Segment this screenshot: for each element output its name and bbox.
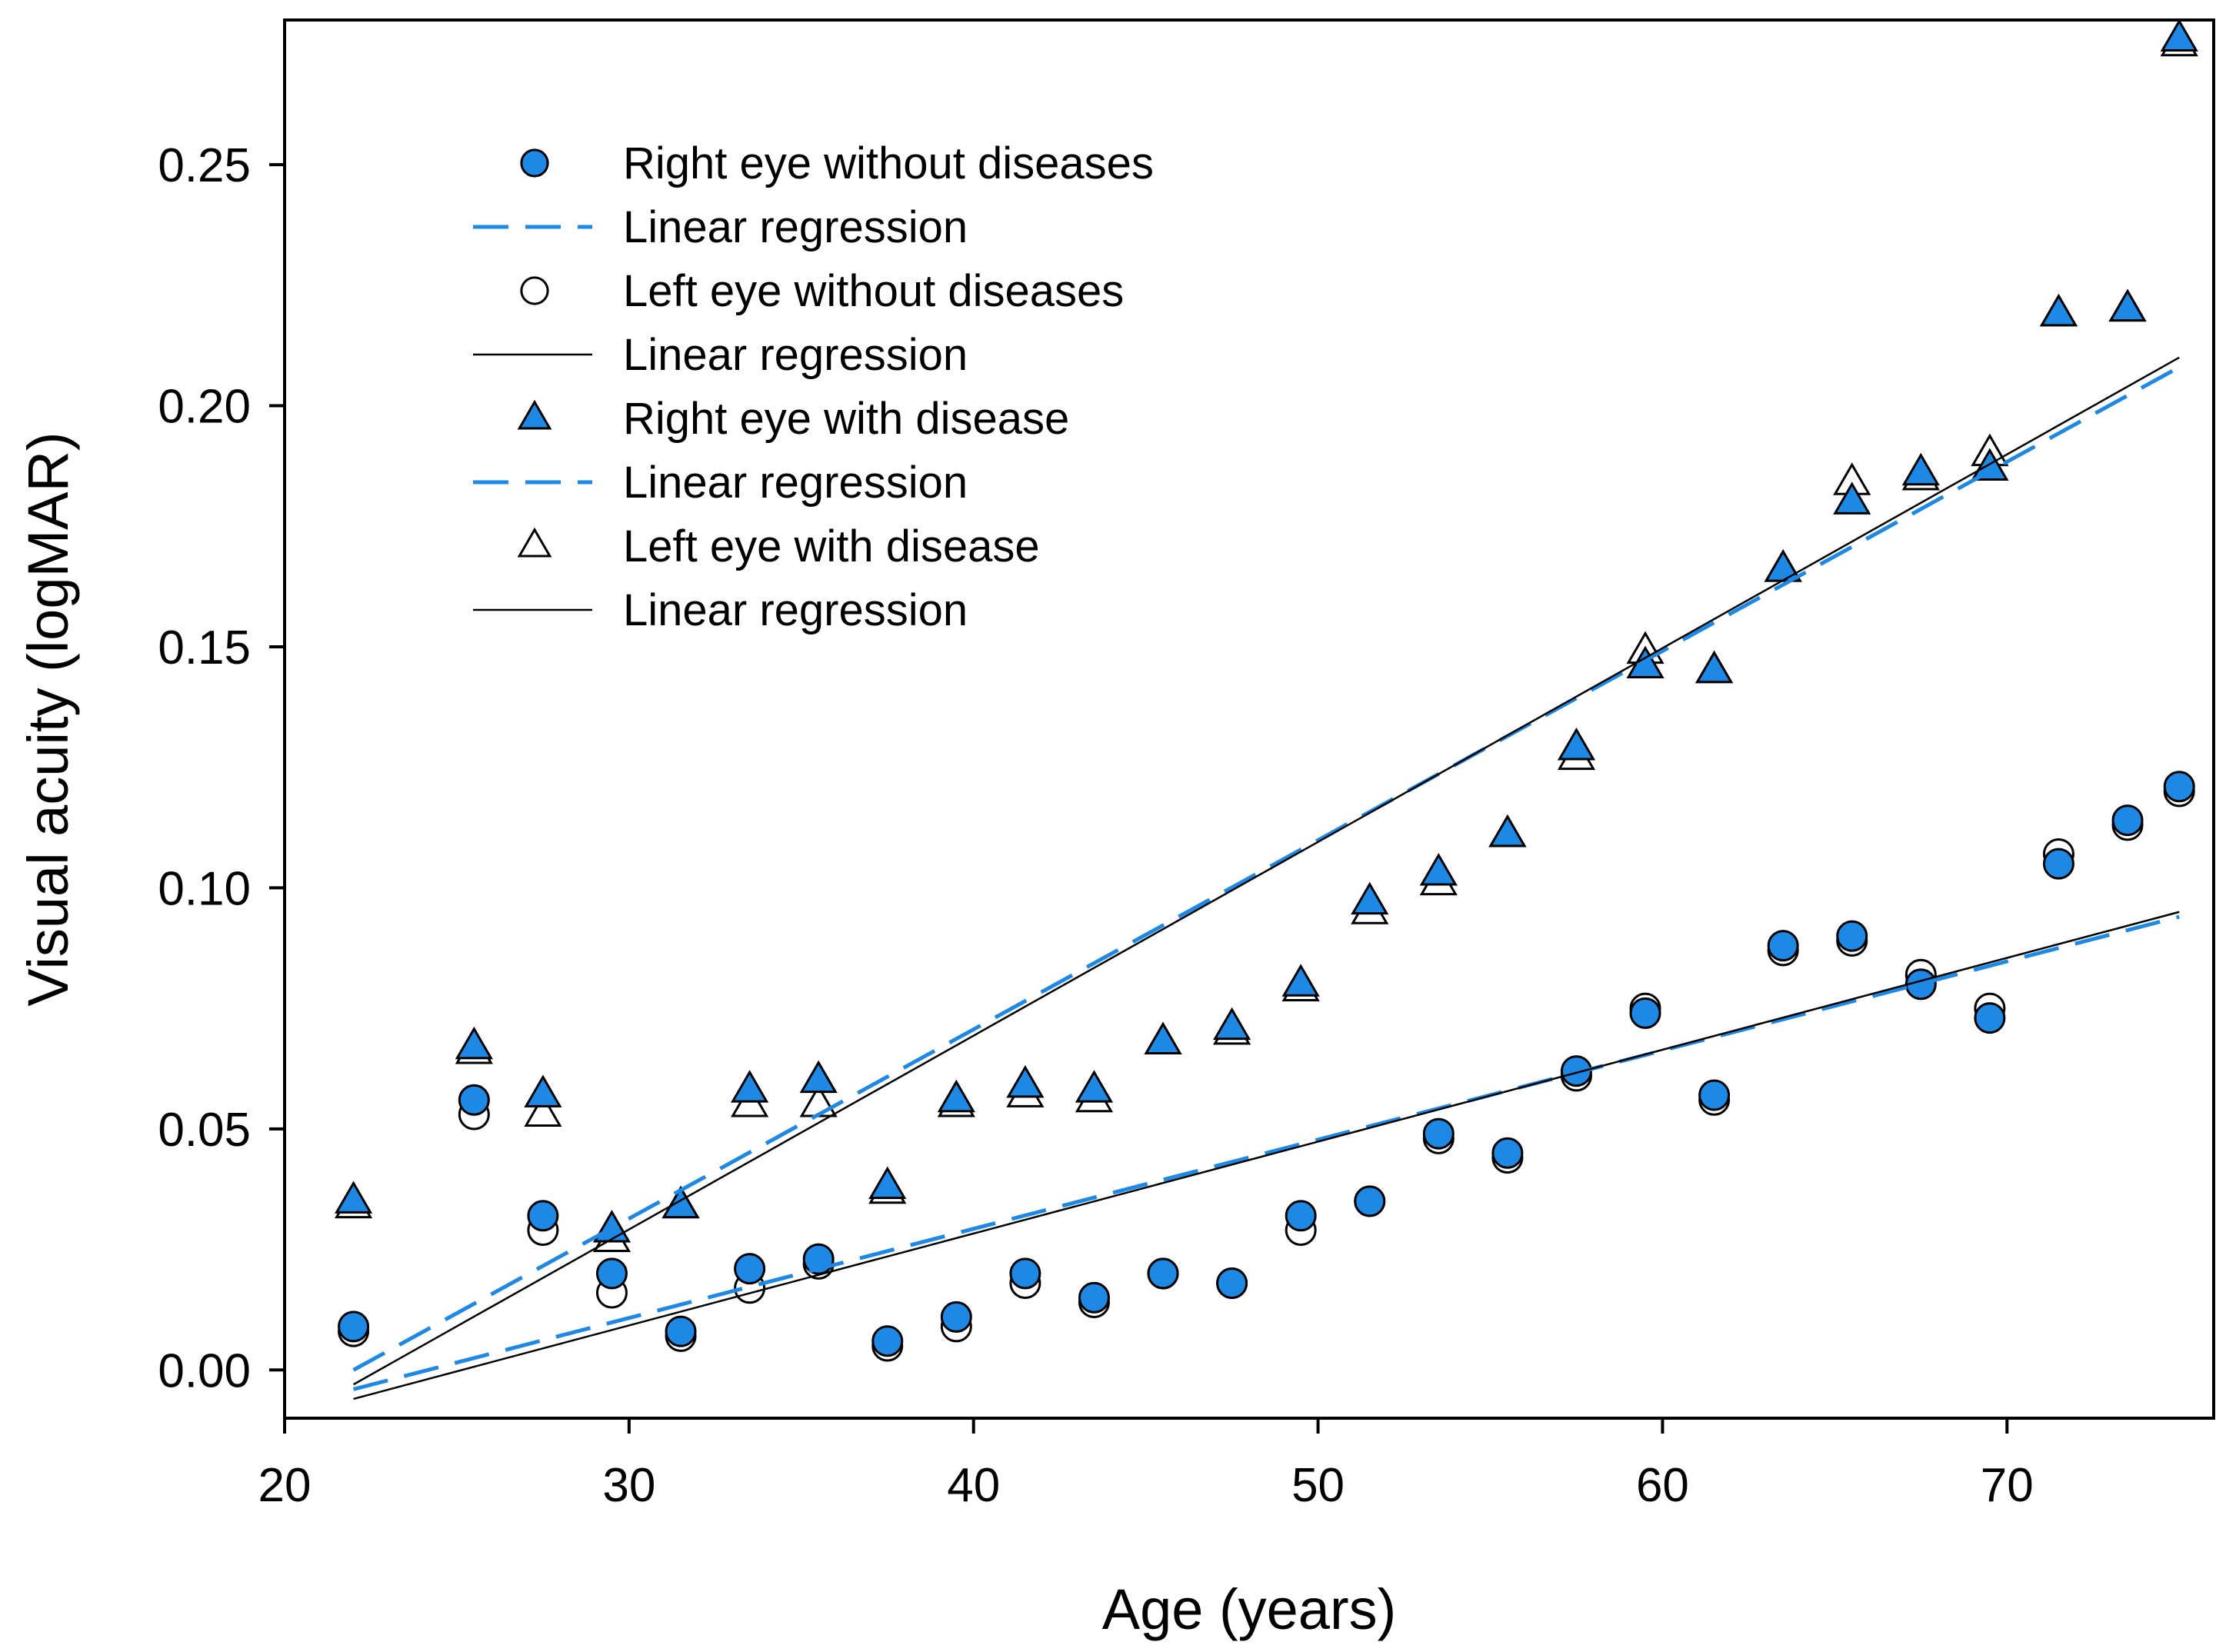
legend-label-0: Right eye without diseases	[623, 138, 1154, 188]
x-tick-label-0: 20	[258, 1459, 312, 1512]
series-0-point-11	[1147, 1257, 1179, 1290]
series-0-point-21	[1836, 920, 1868, 952]
series-4-point-9	[1006, 1064, 1045, 1098]
y-tick-label-2: 0.10	[158, 862, 251, 915]
legend-label-5: Linear regression	[623, 458, 968, 508]
series-0-point-19	[1698, 1079, 1731, 1111]
y-tick-label-3: 0.15	[158, 621, 251, 674]
regression-line-5	[352, 365, 2181, 1372]
plot-frame	[283, 18, 2215, 1420]
series-0-point-7	[871, 1325, 904, 1357]
legend-label-3: Linear regression	[623, 330, 968, 380]
series-4-point-2	[524, 1074, 562, 1107]
series-0-point-3	[595, 1257, 628, 1290]
legend-label-1: Linear regression	[623, 202, 968, 252]
series-4-point-1	[455, 1026, 493, 1060]
series-0-point-2	[527, 1200, 559, 1232]
legend-marker-2	[520, 276, 549, 305]
series-0-point-13	[1285, 1200, 1317, 1232]
series-0-point-0	[338, 1311, 370, 1343]
y-axis-title: Visual acuity (logMAR)	[16, 431, 80, 1006]
series-0-point-14	[1354, 1185, 1386, 1217]
y-tick-label-4: 0.20	[158, 381, 251, 434]
series-0-point-16	[1491, 1137, 1524, 1169]
series-6-point-2	[524, 1094, 562, 1127]
series-0-point-1	[458, 1084, 490, 1116]
series-4-point-13	[1281, 964, 1320, 997]
legend-label-6: Left eye with disease	[623, 521, 1040, 571]
series-4-point-16	[1488, 814, 1527, 848]
series-4-point-0	[334, 1181, 373, 1214]
series-0-point-25	[2111, 804, 2144, 837]
x-tick-label-4: 60	[1636, 1459, 1689, 1512]
legend-marker-6	[517, 527, 552, 558]
series-4-point-15	[1419, 853, 1458, 886]
x-tick-label-5: 70	[1981, 1459, 2034, 1512]
series-0-point-4	[665, 1315, 697, 1347]
series-0-point-26	[2163, 771, 2195, 803]
series-0-point-24	[2042, 848, 2074, 880]
series-4-point-11	[1144, 1021, 1182, 1054]
legend: Right eye without diseases Linear regress…	[473, 138, 1154, 635]
y-tick-label-1: 0.05	[158, 1104, 251, 1157]
x-tick-label-1: 30	[602, 1459, 655, 1512]
series-4-point-25	[2108, 288, 2147, 322]
x-axis-title: Age (years)	[1102, 1577, 1396, 1641]
series-0-point-9	[1009, 1257, 1041, 1290]
y-tick-label-5: 0.25	[158, 139, 251, 192]
series-4-point-22	[1901, 452, 1940, 486]
regression-line-3	[353, 911, 2180, 1401]
series-4-point-6	[799, 1060, 838, 1094]
series-4-point-4	[661, 1185, 700, 1219]
axis-ticks: 20 30 40 50 60 70 0.00 0.05 0.10 0.15 0.20 0.25	[158, 139, 2033, 1512]
series-4-point-12	[1213, 1007, 1251, 1041]
series-4-point-8	[937, 1079, 975, 1113]
series-4-point-14	[1351, 881, 1389, 915]
legend-label-7: Linear regression	[623, 585, 968, 635]
series-4-point-21	[1833, 481, 1871, 515]
series-4-point-19	[1695, 650, 1734, 684]
series-0-point-12	[1216, 1267, 1248, 1299]
series-0-point-10	[1078, 1281, 1110, 1314]
legend-label-4: Right eye with disease	[623, 394, 1069, 444]
series-0-point-20	[1767, 930, 1799, 962]
series-0-point-18	[1629, 997, 1661, 1029]
series-4-point-17	[1557, 728, 1596, 761]
series-4-point-26	[2160, 18, 2198, 52]
regression-lines	[352, 356, 2181, 1401]
y-tick-label-0: 0.00	[158, 1344, 251, 1397]
series-0-point-5	[734, 1253, 766, 1285]
regression-line-7	[352, 356, 2180, 1386]
series-4-point-10	[1075, 1070, 1114, 1103]
series-4-point-5	[731, 1070, 769, 1103]
x-tick-label-3: 50	[1291, 1459, 1345, 1512]
series-0-point-8	[940, 1301, 972, 1333]
x-tick-label-2: 40	[947, 1459, 1000, 1512]
series-0-point-15	[1422, 1117, 1455, 1150]
series-4-point-24	[2039, 293, 2078, 327]
legend-marker-0	[520, 148, 549, 178]
series-4-point-7	[868, 1166, 907, 1200]
series-0-point-23	[1974, 1002, 2006, 1034]
legend-marker-4	[517, 399, 552, 430]
regression-line-1	[352, 914, 2180, 1391]
legend-label-2: Left eye without diseases	[623, 266, 1124, 316]
